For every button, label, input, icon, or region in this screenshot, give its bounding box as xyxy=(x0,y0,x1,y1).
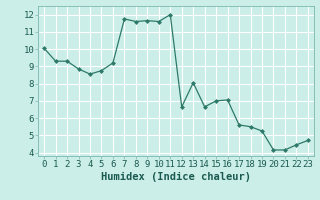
X-axis label: Humidex (Indice chaleur): Humidex (Indice chaleur) xyxy=(101,172,251,182)
